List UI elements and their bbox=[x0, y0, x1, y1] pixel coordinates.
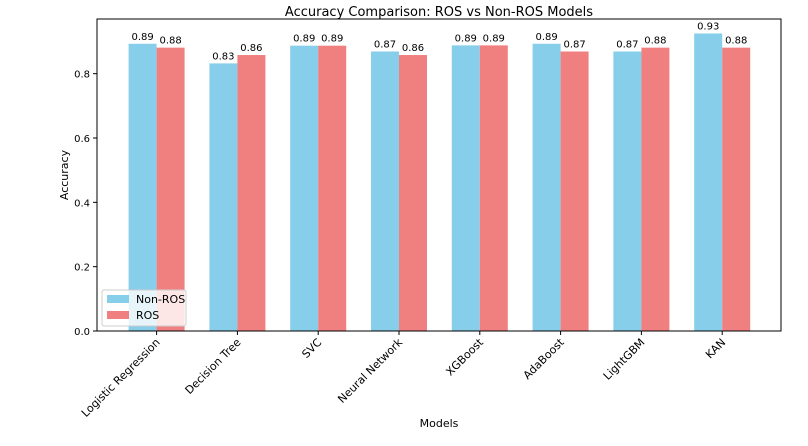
bars-group bbox=[128, 33, 751, 332]
x-tick-label-lightgbm: LightGBM bbox=[601, 336, 648, 383]
value-label-ros-logistic-regression: 0.88 bbox=[159, 36, 181, 47]
bar-ros-svc bbox=[318, 45, 347, 332]
value-label-non-ros-lightgbm: 0.87 bbox=[616, 39, 638, 50]
y-axis-label: Accuracy bbox=[58, 149, 71, 200]
value-label-non-ros-svc: 0.89 bbox=[293, 34, 315, 45]
legend-label-ros: ROS bbox=[136, 309, 159, 322]
x-tick-label-kan: KAN bbox=[703, 336, 728, 361]
legend-label-non-ros: Non-ROS bbox=[136, 293, 185, 306]
x-tick-label-xgboost: XGBoost bbox=[443, 335, 486, 378]
value-label-ros-adaboost: 0.87 bbox=[563, 39, 585, 50]
value-label-ros-lightgbm: 0.88 bbox=[644, 36, 666, 47]
x-tick-label-neural-network: Neural Network bbox=[335, 335, 405, 405]
x-tick-label-decision-tree: Decision Tree bbox=[183, 336, 244, 397]
y-tick-label: 0.6 bbox=[74, 134, 90, 145]
bar-non-ros-svc bbox=[290, 45, 319, 332]
value-label-non-ros-logistic-regression: 0.89 bbox=[131, 32, 153, 43]
y-tick-label: 0.8 bbox=[74, 70, 90, 81]
bar-ros-neural-network bbox=[399, 55, 427, 331]
y-axis: 0.0 0.2 0.4 0.6 0.8 bbox=[74, 70, 97, 338]
legend: Non-ROS ROS bbox=[101, 289, 187, 327]
x-tick-label-adaboost: AdaBoost bbox=[521, 335, 568, 382]
bar-ros-xgboost bbox=[479, 45, 508, 332]
plot-frame bbox=[96, 18, 782, 332]
value-label-ros-xgboost: 0.89 bbox=[483, 33, 505, 44]
value-labels-group: 0.89 0.88 0.83 0.86 0.89 0.89 0.87 0.86 0.89 0.89… bbox=[131, 21, 747, 62]
value-label-non-ros-neural-network: 0.87 bbox=[374, 39, 396, 50]
y-tick-label: 0.2 bbox=[74, 263, 90, 274]
value-label-non-ros-xgboost: 0.89 bbox=[455, 33, 477, 44]
bar-non-ros-decision-tree bbox=[209, 63, 238, 331]
bar-ros-logistic-regression bbox=[156, 47, 185, 332]
bar-non-ros-lightgbm bbox=[613, 51, 642, 331]
legend-swatch-non-ros bbox=[107, 295, 129, 303]
value-label-ros-decision-tree: 0.86 bbox=[240, 43, 262, 54]
plot-area bbox=[97, 19, 781, 331]
bar-non-ros-xgboost bbox=[451, 45, 480, 332]
value-label-ros-kan: 0.88 bbox=[725, 36, 747, 47]
value-label-non-ros-decision-tree: 0.83 bbox=[212, 51, 234, 62]
value-label-non-ros-adaboost: 0.89 bbox=[535, 32, 557, 43]
y-tick-label: 0.4 bbox=[74, 198, 90, 209]
x-axis: Logistic Regression Decision Tree SVC Neura… bbox=[79, 331, 728, 420]
value-label-ros-svc: 0.89 bbox=[321, 34, 343, 45]
bar-ros-decision-tree bbox=[237, 55, 266, 331]
bar-ros-kan bbox=[722, 47, 751, 332]
x-axis-label: Models bbox=[420, 417, 459, 430]
bar-ros-adaboost bbox=[560, 51, 589, 331]
chart-title: Accuracy Comparison: ROS vs Non-ROS Mode… bbox=[285, 5, 593, 20]
bar-non-ros-neural-network bbox=[371, 51, 399, 331]
bar-non-ros-logistic-regression bbox=[128, 43, 157, 332]
bar-non-ros-adaboost bbox=[532, 43, 561, 332]
value-label-non-ros-kan: 0.93 bbox=[697, 21, 719, 32]
bar-ros-lightgbm bbox=[641, 47, 670, 332]
bar-non-ros-kan bbox=[694, 33, 723, 331]
legend-swatch-ros bbox=[107, 311, 129, 319]
x-tick-label-logistic-regression: Logistic Regression bbox=[79, 336, 163, 420]
x-tick-label-svc: SVC bbox=[299, 336, 324, 361]
value-label-ros-neural-network: 0.86 bbox=[402, 43, 424, 54]
y-tick-label: 0.0 bbox=[74, 327, 90, 338]
